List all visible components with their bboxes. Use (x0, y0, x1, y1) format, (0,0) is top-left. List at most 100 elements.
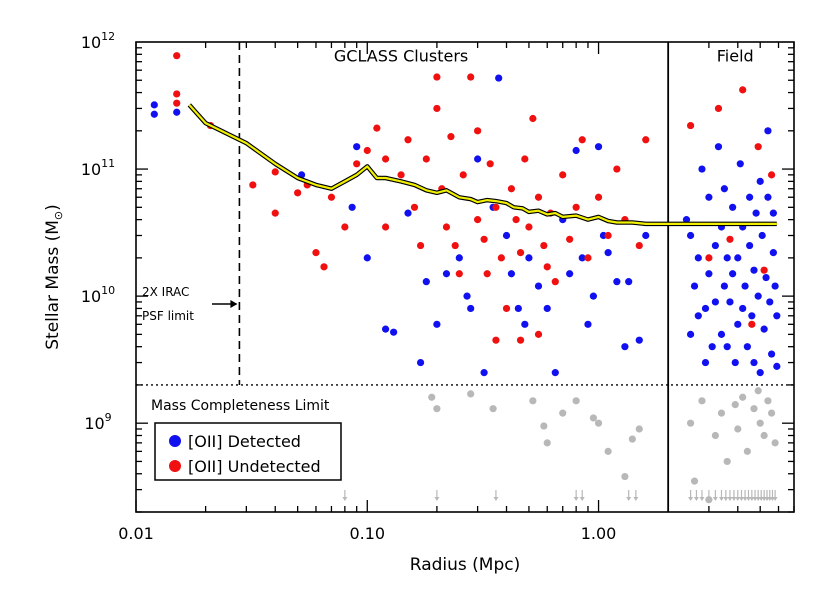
y-tick-label: 1010 (81, 284, 115, 306)
psf-limit-line1: 2X IRAC (142, 285, 189, 299)
y-axis-label-sun-symbol: ⊙ (52, 211, 65, 220)
below-limit-point (764, 397, 772, 405)
detected-point (514, 304, 522, 313)
psf-arrow-head (230, 300, 238, 309)
detected-point (698, 165, 706, 173)
legend-undetected-label: [OII] Undetected (188, 457, 321, 476)
detected-point (771, 282, 779, 290)
y-tick-base: 10 (81, 33, 101, 52)
detected-point (720, 282, 728, 290)
detected-point (594, 143, 603, 151)
y-tick-exponent: 10 (101, 284, 115, 297)
y-axis-label-text: Stellar Mass (M (43, 220, 63, 350)
detected-point (766, 298, 774, 306)
y-axis-label: Stellar Mass (M⊙) (43, 204, 65, 350)
detected-point (711, 241, 719, 250)
upper-limit-arrow-head (749, 497, 755, 501)
detected-point (525, 254, 533, 262)
undetected-point (363, 146, 371, 155)
undetected-point (507, 185, 516, 193)
y-tick-base: 10 (81, 287, 101, 306)
below-limit-point (621, 472, 629, 481)
undetected-point (341, 223, 349, 231)
detected-point (717, 330, 726, 338)
y-tick-exponent: 9 (105, 411, 112, 424)
below-limit-point (705, 496, 713, 504)
detected-point (756, 369, 764, 377)
below-limit-point (754, 387, 762, 395)
undetected-point (249, 181, 257, 189)
detected-point (467, 304, 475, 313)
upper-limit-arrow-head (434, 497, 440, 501)
detected-point (422, 278, 430, 286)
below-limit-point (750, 405, 758, 413)
undetected-point (271, 168, 279, 176)
detected-point (764, 127, 772, 135)
detected-point (736, 160, 744, 168)
undetected-point (604, 231, 612, 240)
detected-point (750, 358, 758, 367)
undetected-point (271, 209, 279, 217)
undetected-point (642, 136, 650, 144)
below-limit-point (529, 397, 537, 405)
below-limit-point (572, 397, 580, 405)
detected-point (150, 101, 158, 109)
detected-point (760, 325, 768, 333)
undetected-point (404, 136, 412, 144)
below-limit-point (686, 419, 695, 427)
y-tick-label: 109 (84, 411, 111, 433)
undetected-point (294, 189, 302, 197)
y-tick-base: 10 (81, 160, 101, 179)
detected-point (694, 254, 702, 262)
undetected-point (381, 155, 390, 163)
undetected-point (686, 121, 695, 130)
detected-point (474, 155, 482, 163)
upper-limit-arrow-head (718, 497, 724, 501)
detected-point (433, 320, 441, 328)
detected-point (726, 298, 734, 306)
detected-point (746, 241, 754, 250)
detected-point (752, 209, 760, 217)
undetected-point (433, 104, 441, 113)
below-limit-point (489, 405, 497, 413)
region-label-clusters: GCLASS Clusters (334, 47, 468, 66)
upper-limit-arrow-head (738, 497, 744, 501)
undetected-point (497, 254, 505, 262)
upper-limit-arrow-head (699, 497, 705, 501)
detected-point (731, 358, 739, 367)
below-limit-point (771, 439, 779, 447)
upper-limit-arrow-head (772, 497, 778, 501)
detected-point (711, 298, 719, 306)
detected-point (635, 336, 643, 344)
detected-point (748, 312, 756, 320)
undetected-point (381, 223, 390, 231)
undetected-point (492, 336, 500, 344)
mass-curve-layer (187, 103, 777, 227)
below-limit-point (594, 419, 603, 427)
detected-point (348, 203, 356, 211)
undetected-point (754, 143, 762, 151)
undetected-point (534, 330, 543, 338)
upper-limit-arrow-head (723, 497, 729, 501)
detected-point (739, 304, 747, 313)
undetected-point (422, 155, 430, 163)
undetected-point (578, 136, 586, 144)
y-tick-base: 10 (84, 414, 104, 433)
below-limit-point (604, 447, 612, 455)
undetected-point (492, 203, 500, 211)
undetected-point (327, 193, 336, 201)
undetected-point (173, 99, 181, 107)
detected-point (720, 185, 728, 193)
below-limit-point (739, 393, 747, 401)
undetected-point (447, 133, 455, 141)
detected-point (750, 266, 758, 274)
undetected-point (173, 90, 181, 98)
detected-point (705, 270, 713, 278)
undetected-point (451, 241, 459, 250)
detected-point (734, 320, 742, 328)
below-limit-point (635, 425, 643, 433)
upper-limit-arrow-head (742, 497, 748, 501)
mass-completeness-label: Mass Completeness Limit (151, 398, 330, 414)
detected-point (734, 254, 742, 262)
